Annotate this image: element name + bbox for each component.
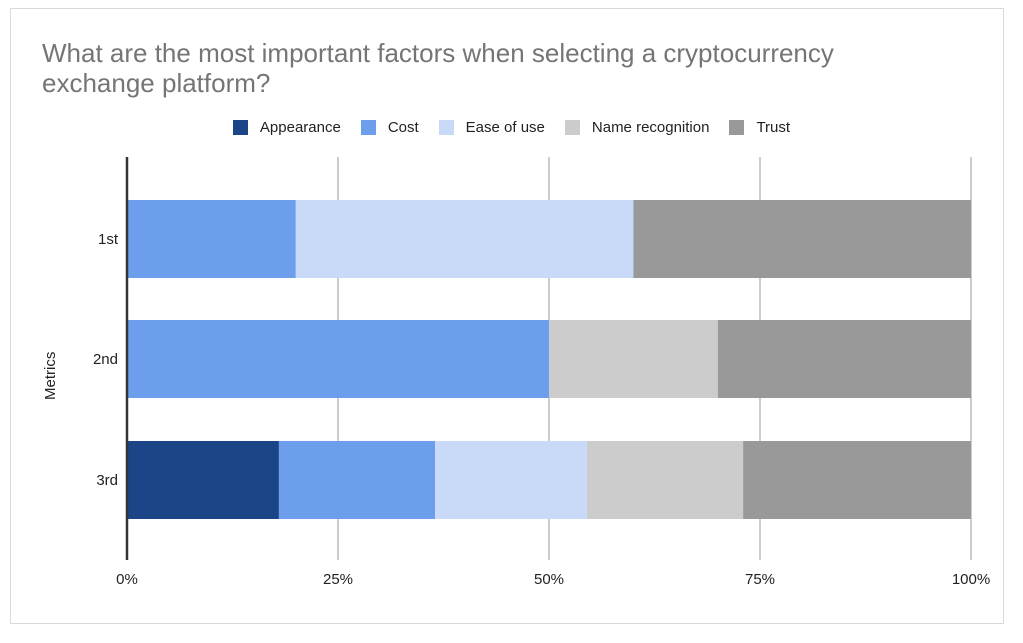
bar-cost-3rd xyxy=(278,441,436,519)
bar-ease-of-use-1st xyxy=(295,200,634,278)
bar-cost-2nd xyxy=(127,320,549,398)
x-tick-label: 100% xyxy=(952,571,990,588)
chart-title: What are the most important factors when… xyxy=(42,38,834,98)
x-tick-label: 25% xyxy=(323,571,353,588)
y-tick-label: 2nd xyxy=(93,351,118,368)
bar-trust-1st xyxy=(633,200,971,278)
bar-name-recognition-2nd xyxy=(549,320,718,398)
legend-label-appearance: Appearance xyxy=(259,118,341,136)
bar-appearance-3rd xyxy=(127,441,279,519)
legend-item-cost: Cost xyxy=(360,118,419,136)
x-tick-label: 75% xyxy=(745,571,775,588)
legend-swatch-appearance xyxy=(232,119,248,135)
legend-item-trust: Trust xyxy=(729,119,790,136)
legend-swatch-name-recognition xyxy=(564,119,580,135)
legend-item-appearance: Appearance xyxy=(232,118,341,136)
bar-trust-2nd xyxy=(717,320,971,398)
y-tick-label: 1st xyxy=(98,231,119,248)
legend-item-ease-of-use: Ease of use xyxy=(438,118,545,136)
bar-trust-3rd xyxy=(743,441,971,519)
y-tick-label: 3rd xyxy=(96,472,118,489)
legend-swatch-ease-of-use xyxy=(438,119,454,135)
legend-label-trust: Trust xyxy=(756,118,791,136)
bar-cost-1st xyxy=(127,200,296,278)
legend-item-name-recognition: Name recognition xyxy=(564,118,710,136)
legend-swatch-cost xyxy=(360,119,376,135)
legend-label-ease-of-use: Ease of use xyxy=(465,118,545,136)
legend-swatch-trust xyxy=(729,119,745,135)
x-tick-label: 50% xyxy=(534,571,564,588)
bar-name-recognition-3rd xyxy=(586,441,744,519)
legend-label-name-recognition: Name recognition xyxy=(591,118,710,136)
legend: Appearance Cost Ease of use Name recogni… xyxy=(0,116,1023,138)
legend-label-cost: Cost xyxy=(387,118,419,136)
bar-ease-of-use-3rd xyxy=(435,441,587,519)
x-tick-label: 0% xyxy=(116,571,138,588)
chart-frame xyxy=(10,8,1004,624)
